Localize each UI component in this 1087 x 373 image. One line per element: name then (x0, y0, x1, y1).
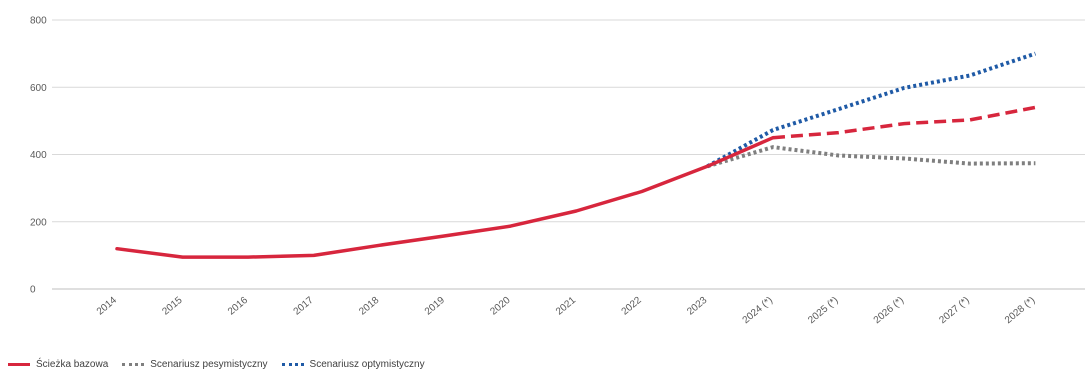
x-tick-label-11: 2025 (*) (806, 295, 840, 326)
series-line-base-dashed (772, 105, 1036, 140)
x-tick-label-6: 2020 (488, 295, 512, 318)
x-tick-label-8: 2022 (620, 295, 644, 318)
x-tick-label-9: 2023 (685, 295, 709, 318)
legend-item-pessimistic: Scenariusz pesymistyczny (122, 359, 268, 370)
legend-label-base: Ścieżka bazowa (36, 359, 109, 370)
y-tick-label-400: 400 (30, 150, 47, 161)
x-tick-label-12: 2026 (*) (872, 295, 906, 326)
y-tick-label-0: 0 (30, 285, 36, 296)
legend-item-optimistic: Scenariusz optymistyczny (281, 359, 425, 370)
x-tick-label-5: 2019 (423, 295, 447, 318)
series-line-base-solid (115, 135, 775, 259)
x-tick-label-2: 2016 (226, 295, 250, 318)
series-line-pessimistic (706, 145, 1036, 169)
series-line-optimistic (706, 51, 1037, 169)
x-tick-label-7: 2021 (554, 295, 578, 318)
x-tick-label-14: 2028 (*) (1003, 295, 1037, 326)
legend-item-base: Ścieżka bazowa (8, 359, 108, 370)
legend: Ścieżka bazowa Scenariusz pesymistyczny … (8, 359, 425, 370)
y-tick-label-600: 600 (30, 83, 47, 94)
y-tick-label-800: 800 (30, 16, 47, 27)
x-tick-label-4: 2018 (357, 295, 381, 318)
x-tick-label-10: 2024 (*) (741, 295, 775, 326)
x-tick-label-1: 2015 (160, 295, 184, 318)
y-tick-label-200: 200 (30, 217, 47, 228)
legend-swatch-optimistic (281, 363, 304, 366)
line-chart: 0 200 400 600 800 2014 2015 2016 2017 2018 2019 202… (30, 16, 1085, 326)
x-tick-label-0: 2014 (95, 295, 119, 318)
legend-label-pessimistic: Scenariusz pesymistyczny (150, 359, 268, 370)
x-tick-label-3: 2017 (292, 295, 316, 318)
legend-swatch-base (8, 363, 30, 366)
x-tick-label-13: 2027 (*) (937, 295, 971, 326)
legend-label-optimistic: Scenariusz optymistyczny (309, 359, 425, 370)
legend-swatch-pessimistic (122, 363, 145, 366)
